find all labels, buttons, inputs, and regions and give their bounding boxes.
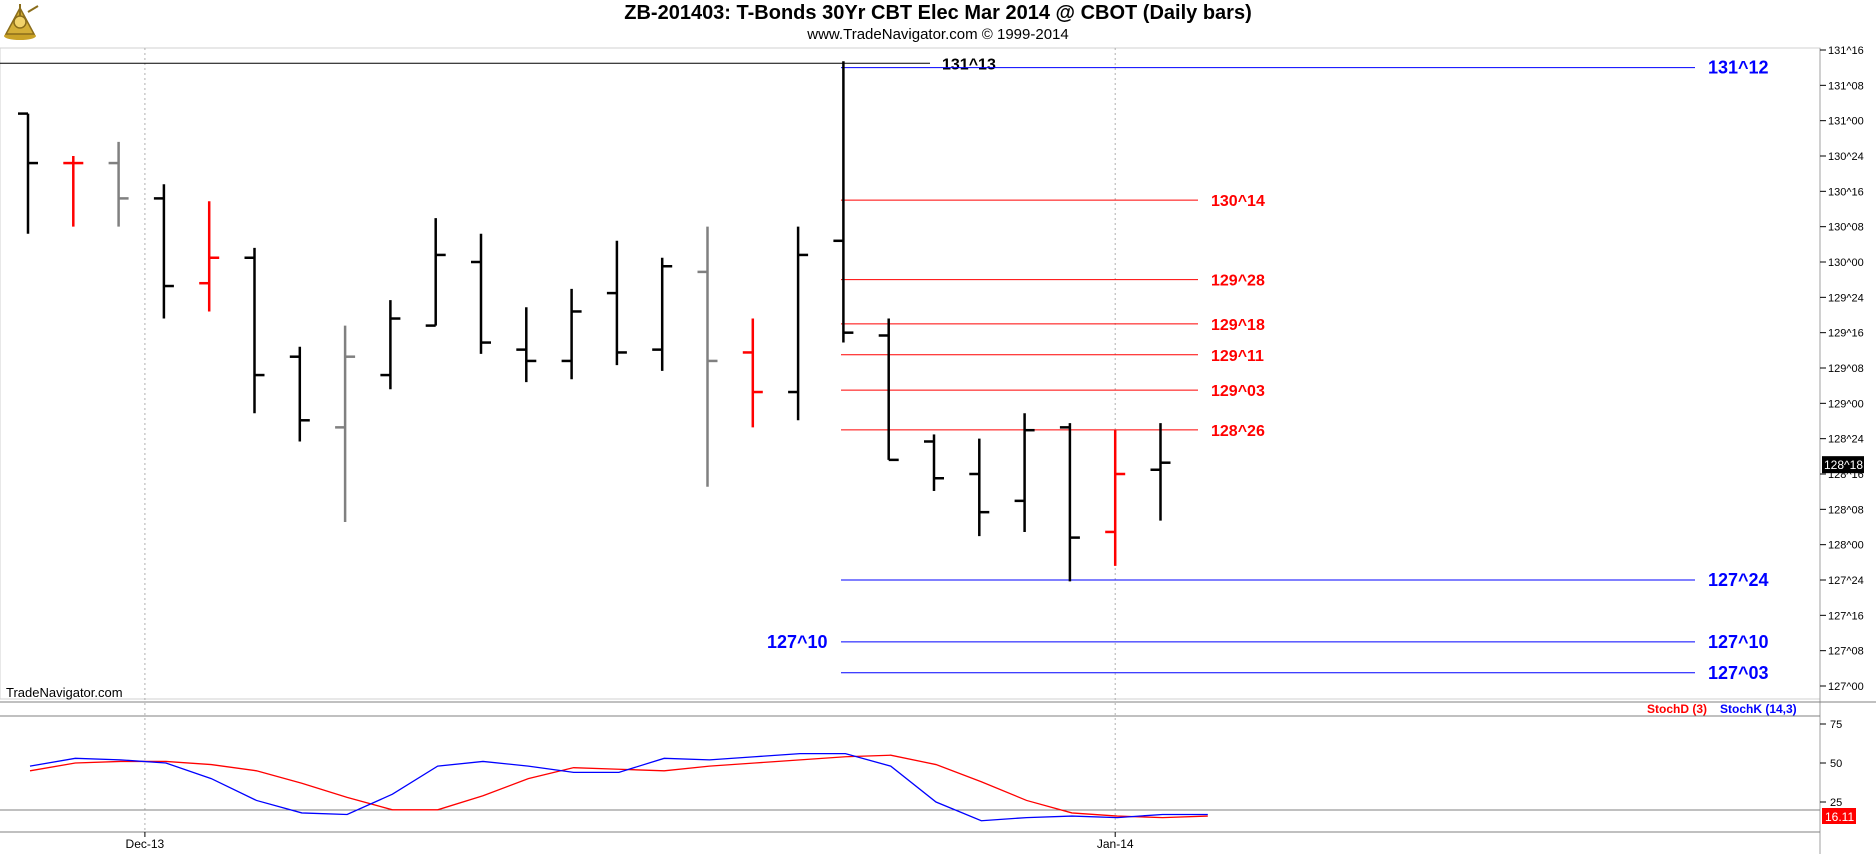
ohlc-bar [833, 61, 854, 343]
ohlc-bar [1014, 413, 1035, 532]
price-tick-label: 130^00 [1828, 257, 1864, 269]
ohlc-bar [335, 325, 356, 523]
ohlc-bar [289, 346, 310, 442]
x-tick-label: Dec-13 [126, 837, 165, 851]
grid-lines [144, 48, 1116, 832]
price-tick-label: 127^24 [1828, 575, 1864, 587]
stoch-d-legend: StochD (3) [1647, 702, 1707, 716]
chart-title: ZB-201403: T-Bonds 30Yr CBT Elec Mar 201… [624, 2, 1252, 24]
current-price-label: 128^18 [1824, 458, 1863, 472]
price-tick-label: 131^00 [1828, 116, 1864, 128]
ohlc-bars [18, 61, 1171, 582]
ohlc-bar [153, 184, 174, 319]
price-tick-label: 128^00 [1828, 540, 1864, 552]
price-tick-label: 127^08 [1828, 646, 1864, 658]
price-tick-label: 131^16 [1828, 45, 1864, 57]
level-label-left: 127^10 [767, 632, 828, 652]
ohlc-bar [561, 288, 582, 380]
ohlc-bar [516, 307, 537, 383]
price-tick-label: 130^08 [1828, 222, 1864, 234]
ohlc-bar [380, 300, 401, 390]
level-label: 127^10 [1708, 632, 1769, 652]
chart-subtitle: www.TradeNavigator.com © 1999-2014 [807, 26, 1069, 43]
ohlc-bar [244, 247, 265, 414]
stoch-d-line [29, 754, 1208, 819]
ohlc-bar [878, 318, 899, 462]
ohlc-bar [924, 434, 944, 491]
price-tick-label: 130^24 [1828, 151, 1864, 163]
ohlc-bar [63, 156, 84, 227]
price-tick-label: 129^00 [1828, 398, 1864, 410]
osc-tick-label: 25 [1830, 797, 1842, 809]
price-levels: 131^13 131^12 130^14 129^28 129^18 129^11 129^… [0, 56, 1769, 683]
level-label: 127^03 [1708, 663, 1769, 683]
ohlc-bar [697, 226, 718, 487]
ohlc-bar [425, 218, 446, 327]
level-label: 131^12 [1708, 58, 1769, 78]
level-label: 129^11 [1211, 348, 1264, 365]
watermark-text: TradeNavigator.com [6, 685, 123, 700]
chart-header: ZB-201403: T-Bonds 30Yr CBT Elec Mar 201… [0, 0, 1876, 48]
ohlc-bar [18, 112, 38, 234]
ohlc-bar [108, 141, 129, 227]
price-tick-label: 129^08 [1828, 363, 1864, 375]
price-tick-label: 131^08 [1828, 80, 1864, 92]
price-axis-ticks: 131^16 131^08 131^00 130^24 130^16 130^08 130^… [1820, 45, 1864, 693]
level-label: 129^28 [1211, 273, 1265, 290]
price-tick-label: 128^24 [1828, 434, 1864, 446]
price-tick-label: 130^16 [1828, 186, 1864, 198]
ohlc-bar [471, 233, 491, 354]
ohlc-bar [652, 257, 673, 371]
ohlc-bar [606, 240, 627, 366]
stoch-k-line [29, 752, 1208, 822]
level-label: 131^13 [942, 56, 996, 73]
level-label: 127^24 [1708, 570, 1769, 590]
price-tick-label: 129^16 [1828, 328, 1864, 340]
price-tick-label: 128^08 [1828, 504, 1864, 516]
x-axis-labels: Dec-13 Jan-14 [126, 832, 1134, 851]
price-tick-label: 127^16 [1828, 610, 1864, 622]
price-tick-label: 129^24 [1828, 292, 1864, 304]
ohlc-bar [199, 201, 220, 312]
ohlc-bar [1059, 423, 1080, 582]
price-panel-frame [0, 47, 1821, 700]
price-tick-label: 127^00 [1828, 681, 1864, 693]
oscillator-axis-ticks: 75 50 25 [1820, 719, 1842, 809]
level-label: 130^14 [1211, 193, 1265, 210]
level-label: 129^18 [1211, 317, 1265, 334]
current-oscillator-label: 16.11 [1825, 810, 1854, 824]
ohlc-bar [969, 438, 990, 537]
osc-tick-label: 50 [1830, 758, 1842, 770]
osc-tick-label: 75 [1830, 719, 1842, 731]
current-price-marker: 128^18 [1822, 456, 1864, 474]
level-label: 128^26 [1211, 423, 1265, 440]
stoch-k-legend: StochK (14,3) [1720, 702, 1797, 716]
ohlc-bar [1150, 423, 1171, 521]
current-oscillator-marker: 16.11 [1822, 808, 1856, 824]
trade-navigator-logo-icon [4, 4, 39, 40]
level-label: 129^03 [1211, 383, 1265, 400]
ohlc-bar [1105, 430, 1126, 566]
ohlc-bar [742, 318, 763, 428]
ohlc-bar [788, 226, 809, 421]
x-tick-label: Jan-14 [1097, 837, 1134, 851]
